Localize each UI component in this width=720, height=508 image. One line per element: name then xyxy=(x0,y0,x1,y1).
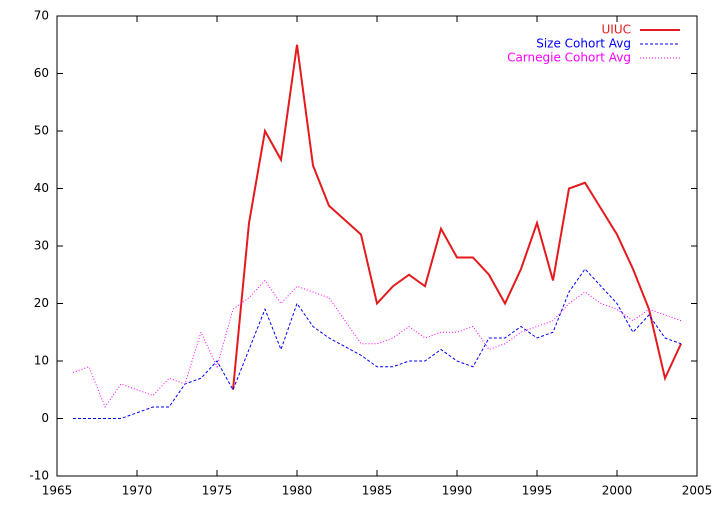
x-tick-label: 2005 xyxy=(682,484,713,498)
x-tick-label: 1995 xyxy=(522,484,553,498)
x-tick-label: 2000 xyxy=(602,484,633,498)
y-tick-label: 10 xyxy=(34,354,49,368)
y-tick-label: 30 xyxy=(34,239,49,253)
x-tick-label: 1980 xyxy=(282,484,313,498)
legend-label: Size Cohort Avg xyxy=(536,37,631,51)
legend-label: Carnegie Cohort Avg xyxy=(507,51,631,65)
x-tick-label: 1965 xyxy=(42,484,73,498)
y-tick-label: 60 xyxy=(34,66,49,80)
y-tick-label: 0 xyxy=(41,411,49,425)
y-tick-label: 50 xyxy=(34,124,49,138)
x-tick-label: 1985 xyxy=(362,484,393,498)
x-tick-label: 1990 xyxy=(442,484,473,498)
series-line xyxy=(73,268,682,419)
y-tick-label: -10 xyxy=(29,469,49,483)
y-tick-label: 40 xyxy=(34,181,49,195)
y-tick-label: 70 xyxy=(34,9,49,23)
series-line xyxy=(232,44,682,390)
x-tick-label: 1975 xyxy=(202,484,233,498)
legend-label: UIUC xyxy=(602,23,631,37)
x-tick-label: 1970 xyxy=(122,484,153,498)
y-tick-label: 20 xyxy=(34,296,49,310)
